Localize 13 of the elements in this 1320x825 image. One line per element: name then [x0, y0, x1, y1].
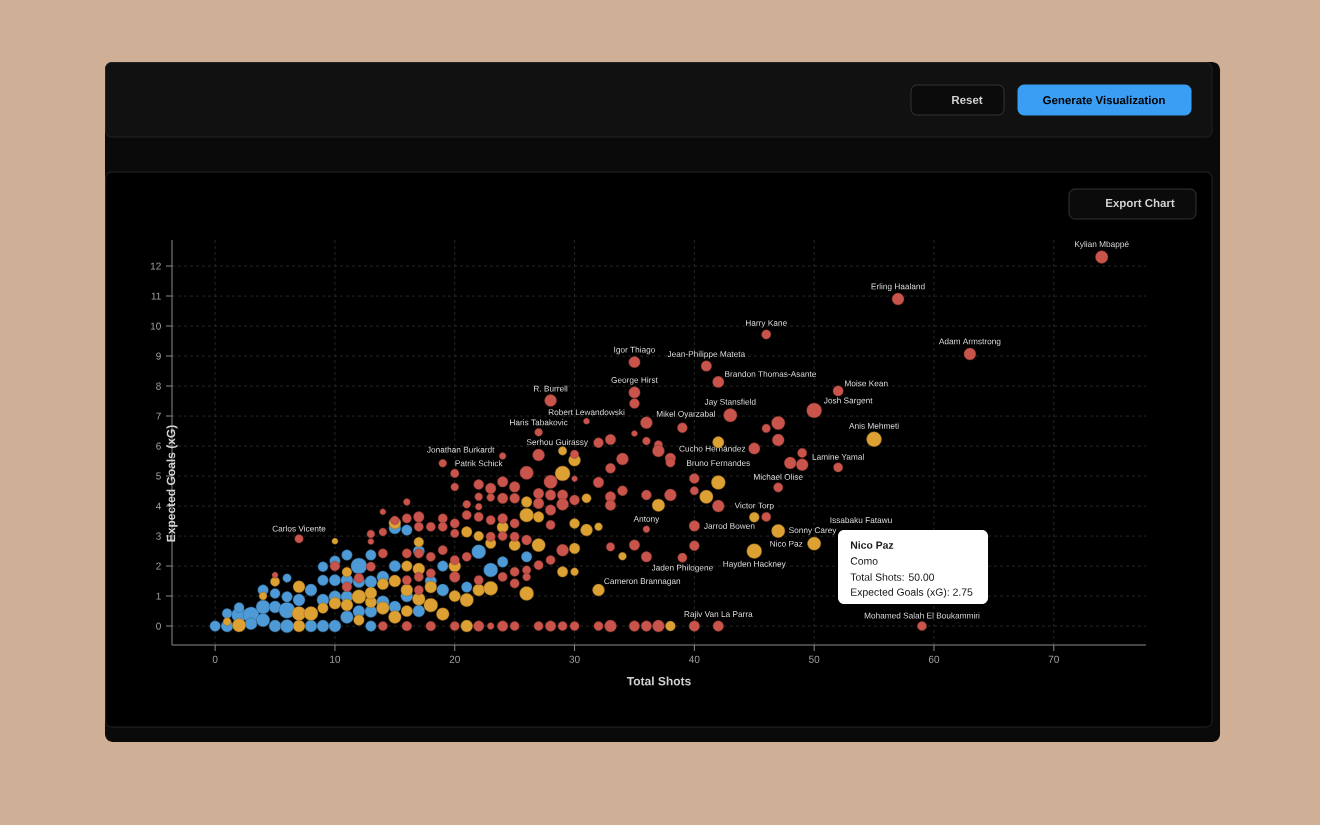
- y-tick-label: 11: [151, 292, 161, 300]
- y-tick-label: 0: [156, 622, 161, 630]
- y-tick-label: 4: [155, 502, 161, 510]
- y-tick-label: 9: [156, 352, 161, 360]
- y-tick-label: 2: [156, 562, 161, 570]
- y-tick-label: 10: [150, 322, 161, 330]
- y-tick-label: 6: [156, 442, 161, 450]
- y-tick-label: 7: [156, 412, 161, 420]
- y-tick-label: 1: [156, 592, 161, 600]
- y-tick-label: 5: [156, 472, 161, 480]
- y-tick-label: 8: [156, 382, 161, 390]
- y-tick-label: 12: [150, 262, 161, 270]
- y-tick-label: 3: [156, 532, 161, 540]
